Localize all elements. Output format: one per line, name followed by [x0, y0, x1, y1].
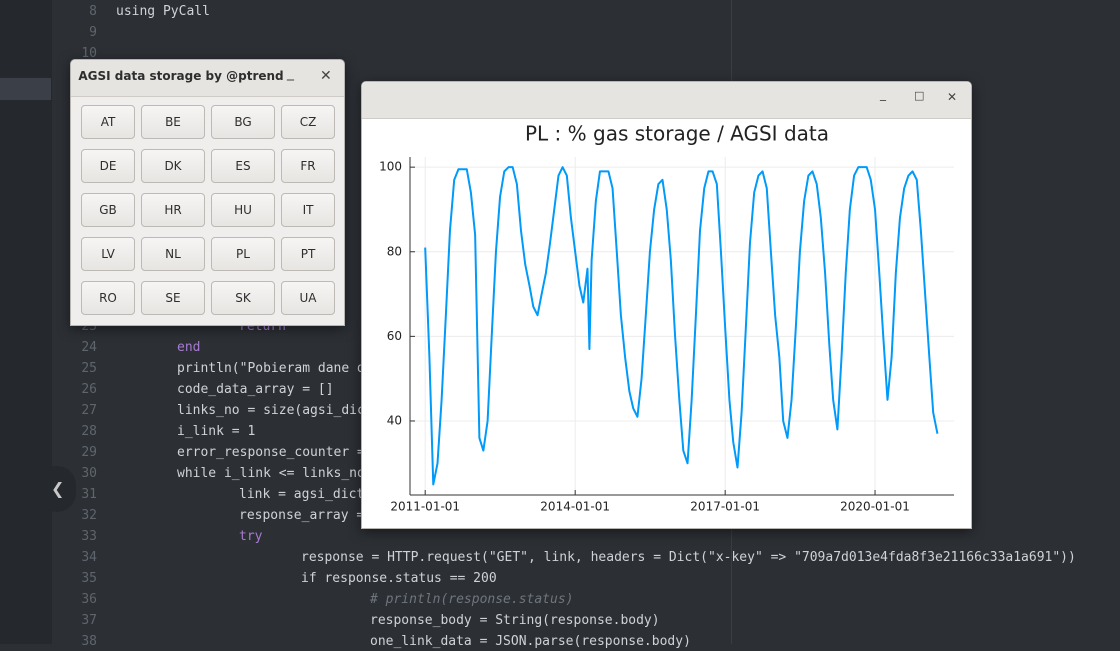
- code-line: response_body = String(response.body): [370, 613, 660, 628]
- country-button[interactable]: HR: [141, 193, 205, 227]
- close-button[interactable]: ✕: [320, 68, 332, 84]
- code-line: try: [239, 529, 263, 544]
- country-button[interactable]: ES: [211, 149, 275, 183]
- code-line: i_link = 1: [177, 424, 256, 439]
- line-number: 35: [81, 571, 97, 586]
- country-button[interactable]: PT: [281, 237, 335, 271]
- line-number: 28: [81, 424, 97, 439]
- country-window: AGSI data storage by @ptrend _ ✕ AT BE BG C…: [70, 59, 345, 326]
- line-number: 29: [81, 445, 97, 460]
- country-button[interactable]: AT: [81, 105, 135, 139]
- sidebar: [0, 0, 52, 644]
- line-number: 9: [89, 25, 97, 40]
- country-button[interactable]: BE: [141, 105, 205, 139]
- chart: PL : % gas storage / AGSI data 40 60 80 100…: [379, 122, 954, 514]
- line-number: 30: [81, 466, 97, 481]
- chart-title: PL : % gas storage / AGSI data: [525, 122, 829, 146]
- country-button[interactable]: SK: [211, 281, 275, 315]
- country-button[interactable]: RO: [81, 281, 135, 315]
- y-tick-label: 80: [387, 244, 402, 258]
- code-line: println("Pobieram dane d: [177, 361, 365, 376]
- code-line: # println(response.status): [370, 592, 574, 607]
- country-button[interactable]: LV: [81, 237, 135, 271]
- x-tick-label: 2017-01-01: [690, 500, 760, 514]
- collapse-button[interactable]: ❮: [38, 466, 76, 512]
- country-button[interactable]: BG: [211, 105, 275, 139]
- code-line: links_no = size(agsi_dic: [177, 403, 365, 418]
- plot-window: _ □ ✕ PL : % gas storage / AGSI data 40 6…: [361, 81, 972, 529]
- country-button[interactable]: NL: [141, 237, 205, 271]
- line-number: 37: [81, 613, 97, 628]
- title-bar: AGSI data storage by @ptrend _ ✕: [71, 60, 344, 97]
- country-button[interactable]: DE: [81, 149, 135, 183]
- country-button[interactable]: DK: [141, 149, 205, 183]
- code-line: response_array =: [239, 508, 365, 523]
- line-number: 33: [81, 529, 97, 544]
- line-number: 24: [81, 340, 97, 355]
- line-number: 36: [81, 592, 97, 607]
- code-line: if response.status == 200: [301, 571, 497, 586]
- x-tick-label: 2014-01-01: [540, 500, 610, 514]
- code-line: while i_link <= links_no: [177, 466, 365, 481]
- country-button[interactable]: PL: [211, 237, 275, 271]
- code-line: end: [177, 340, 201, 355]
- line-number: 31: [81, 487, 97, 502]
- code-line: error_response_counter =: [177, 445, 365, 460]
- maximize-button[interactable]: □: [914, 89, 925, 102]
- line-number: 25: [81, 361, 97, 376]
- country-button[interactable]: HU: [211, 193, 275, 227]
- x-tick-label: 2020-01-01: [840, 500, 910, 514]
- code-line: response = HTTP.request("GET", link, hea…: [301, 550, 1076, 565]
- line-number: 38: [81, 634, 97, 649]
- data-line: [424, 166, 939, 486]
- x-tick-label: 2011-01-01: [390, 500, 460, 514]
- country-button[interactable]: UA: [281, 281, 335, 315]
- code-line: one_link_data = JSON.parse(response.body…: [370, 634, 691, 649]
- country-button[interactable]: FR: [281, 149, 335, 183]
- country-button[interactable]: CZ: [281, 105, 335, 139]
- y-tick-label: 40: [387, 413, 402, 427]
- minimize-button[interactable]: _: [287, 65, 294, 81]
- minimize-button[interactable]: _: [880, 87, 886, 101]
- line-number: 10: [81, 46, 97, 61]
- y-tick-label: 60: [387, 329, 402, 343]
- line-number: 27: [81, 403, 97, 418]
- code-line: using PyCall: [116, 4, 210, 19]
- line-number: 8: [89, 4, 97, 19]
- window-title: AGSI data storage by @ptrend: [78, 69, 284, 83]
- line-number: 32: [81, 508, 97, 523]
- close-button[interactable]: ✕: [947, 90, 958, 104]
- code-line: link = agsi_dict: [239, 487, 365, 502]
- country-button[interactable]: SE: [141, 281, 205, 315]
- country-button[interactable]: GB: [81, 193, 135, 227]
- line-number: 34: [81, 550, 97, 565]
- y-tick-label: 100: [379, 160, 402, 174]
- line-number: 26: [81, 382, 97, 397]
- country-button[interactable]: IT: [281, 193, 335, 227]
- title-bar: _ □ ✕: [362, 82, 971, 119]
- selected-item[interactable]: [0, 78, 51, 100]
- code-line: code_data_array = []: [177, 382, 334, 397]
